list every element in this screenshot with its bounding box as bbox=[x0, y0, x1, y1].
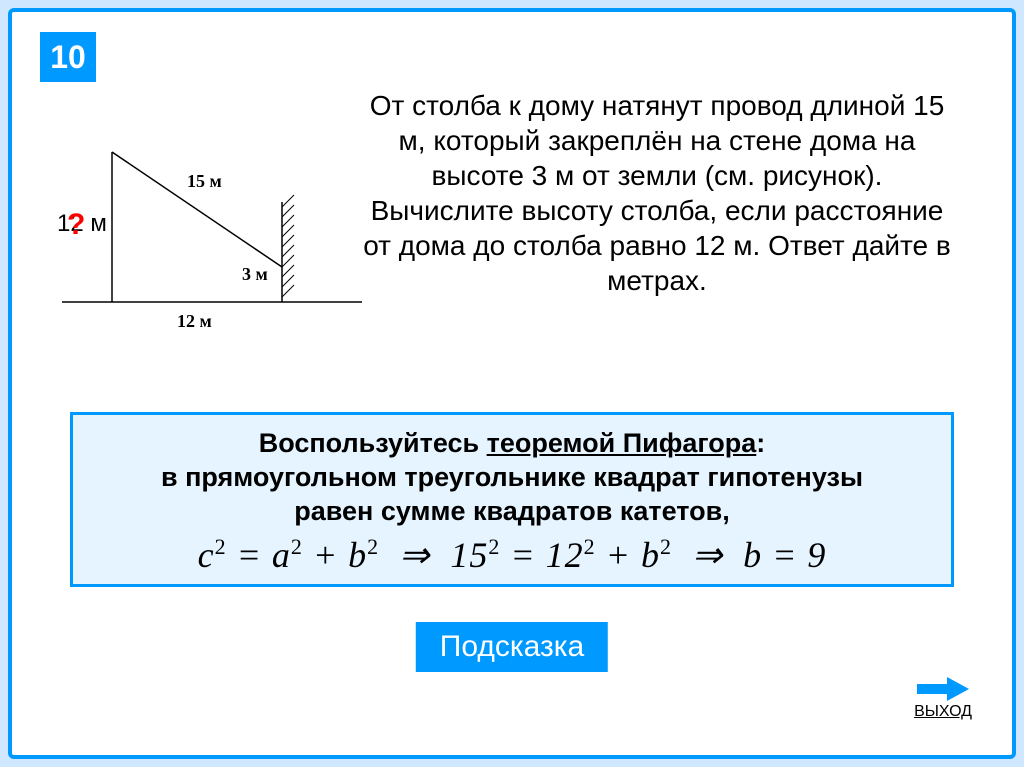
exit-label[interactable]: ВЫХОД bbox=[914, 703, 972, 721]
hint-button[interactable]: Подсказка bbox=[416, 622, 608, 672]
hint-box: Воспользуйтесь теоремой Пифагора: в прям… bbox=[70, 412, 954, 587]
diagram-svg: 15 м 3 м 12 м bbox=[62, 132, 362, 332]
problem-text: От столба к дому натянут провод длиной 1… bbox=[362, 88, 952, 298]
hint-line1-prefix: Воспользуйтесь bbox=[259, 428, 487, 458]
task-number: 10 bbox=[50, 39, 86, 76]
hint-line2: в прямоугольном треугольнике квадрат гип… bbox=[161, 462, 863, 492]
slide-frame: 10 От столба к дому натянут провод длино… bbox=[8, 8, 1016, 759]
geometry-diagram: 15 м 3 м 12 м 12 м ? bbox=[62, 132, 362, 332]
hint-text: Воспользуйтесь теоремой Пифагора: в прям… bbox=[93, 427, 931, 528]
qmark-icon: ? bbox=[67, 208, 85, 242]
wire-length-label: 15 м bbox=[187, 171, 222, 191]
wall-height-label: 3 м bbox=[242, 264, 268, 284]
pythagoras-formula: c2 = a2 + b2 ⇒ 152 = 122 + b2 ⇒ b = 9 bbox=[93, 534, 931, 576]
hint-line1-suffix: : bbox=[756, 428, 765, 458]
base-distance-label: 12 м bbox=[177, 311, 212, 331]
task-number-badge: 10 bbox=[40, 32, 96, 82]
exit-area[interactable]: ВЫХОД bbox=[914, 675, 972, 721]
arrow-right-icon bbox=[915, 675, 971, 703]
hint-line3: равен сумме квадратов катетов, bbox=[294, 496, 729, 526]
hint-theorem-name: теоремой Пифагора bbox=[487, 428, 757, 458]
